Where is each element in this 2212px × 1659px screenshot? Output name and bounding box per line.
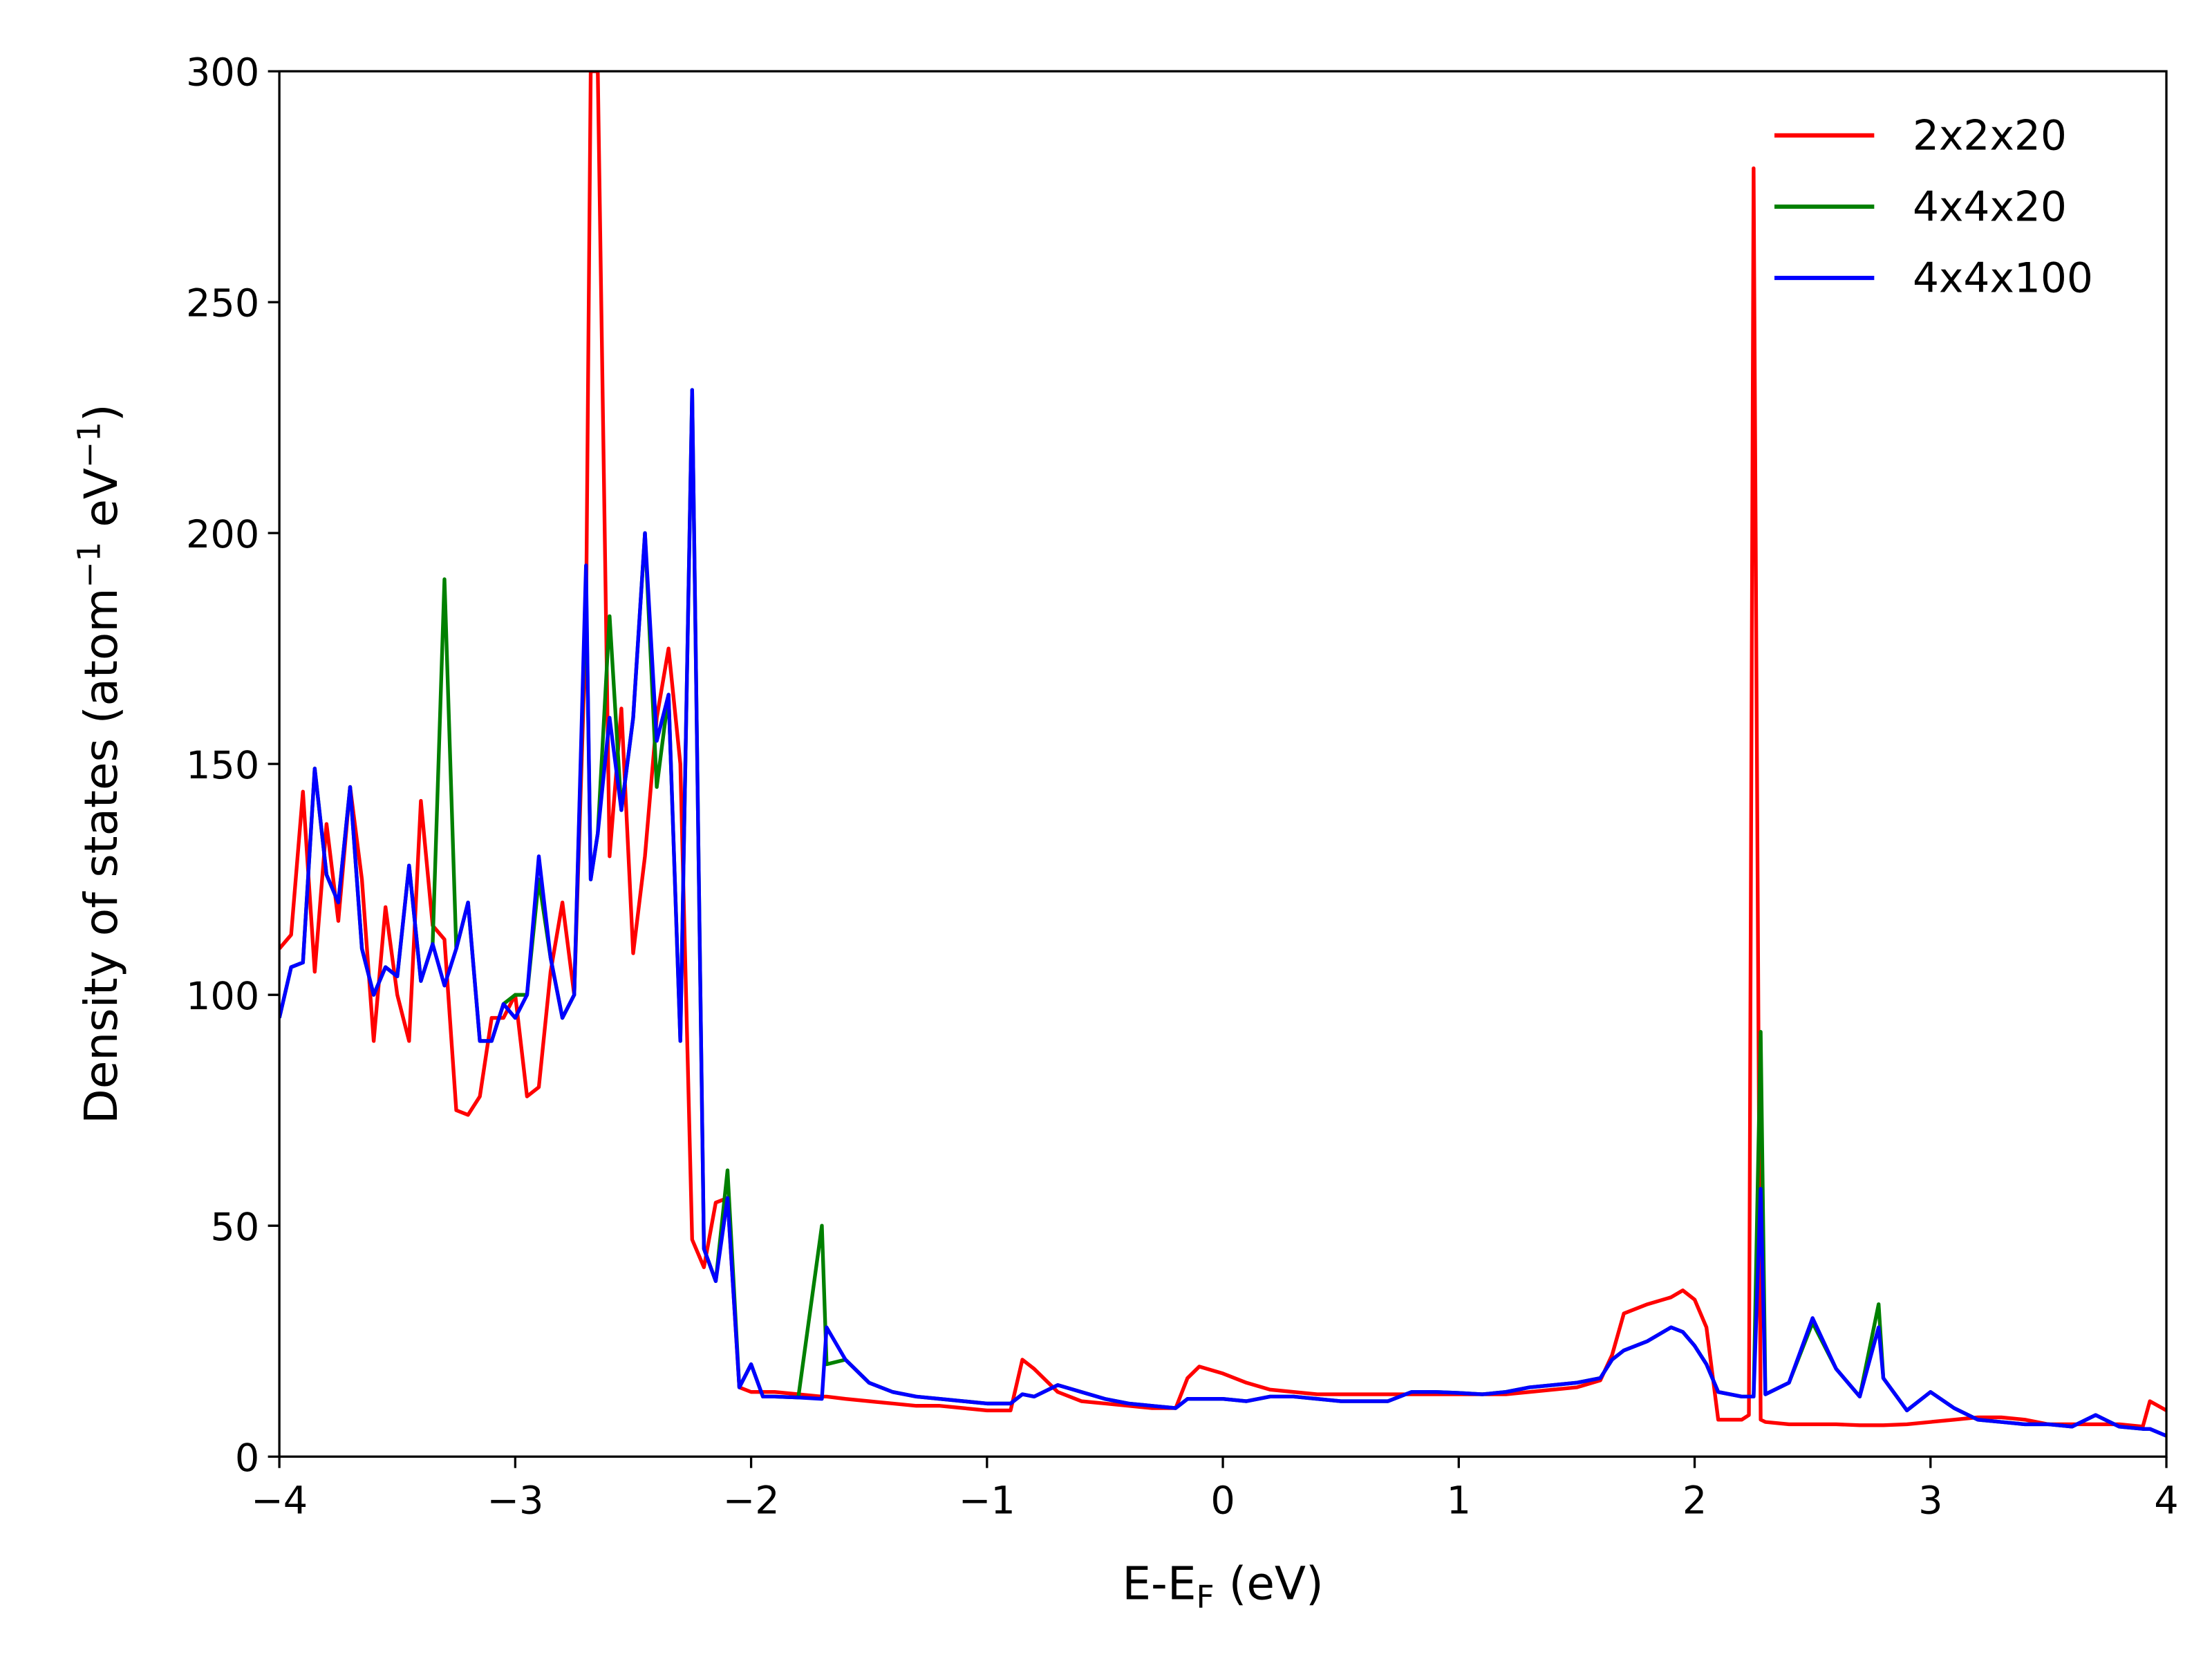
y-tick-label: 150 xyxy=(186,743,259,788)
x-label-main: E-E xyxy=(1122,1557,1196,1610)
data-line xyxy=(279,71,2167,1429)
plot-lines xyxy=(279,71,2167,1438)
x-tick-label: −3 xyxy=(487,1479,543,1524)
y-label-main: Density of states (atom xyxy=(75,588,128,1124)
x-tick-label: −2 xyxy=(723,1479,780,1524)
x-label-unit: (eV) xyxy=(1215,1557,1324,1610)
x-tick-label: 0 xyxy=(1210,1479,1235,1524)
legend-label: 4x4x100 xyxy=(1913,255,2093,303)
y-tick-label: 250 xyxy=(186,281,259,326)
y-tick-label: 100 xyxy=(186,974,259,1019)
legend-label: 4x4x20 xyxy=(1913,184,2067,232)
x-tick-label: −1 xyxy=(959,1479,1015,1524)
y-tick-label: 200 xyxy=(186,512,259,557)
y-tick-label: 300 xyxy=(186,50,259,95)
legend-label: 2x2x20 xyxy=(1913,112,2067,160)
x-tick-label: 2 xyxy=(1683,1479,1707,1524)
x-tick-label: 1 xyxy=(1447,1479,1471,1524)
x-tick-label: 4 xyxy=(2154,1479,2178,1524)
data-line xyxy=(279,388,2167,1438)
x-label-sub: F xyxy=(1197,1579,1215,1615)
y-axis-label: Density of states (atom−1 eV−1) xyxy=(71,404,128,1124)
y-tick-label: 0 xyxy=(235,1436,259,1481)
y-label-sup: −1 xyxy=(71,422,107,468)
y-tick-label: 50 xyxy=(210,1205,259,1250)
x-axis-label: E-EF (eV) xyxy=(1122,1557,1323,1615)
y-label-sup: −1 xyxy=(71,542,107,588)
y-label-end: ) xyxy=(75,404,128,422)
x-tick-label: 3 xyxy=(1918,1479,1942,1524)
y-label-mid: eV xyxy=(75,468,128,542)
x-tick-label: −4 xyxy=(251,1479,308,1524)
